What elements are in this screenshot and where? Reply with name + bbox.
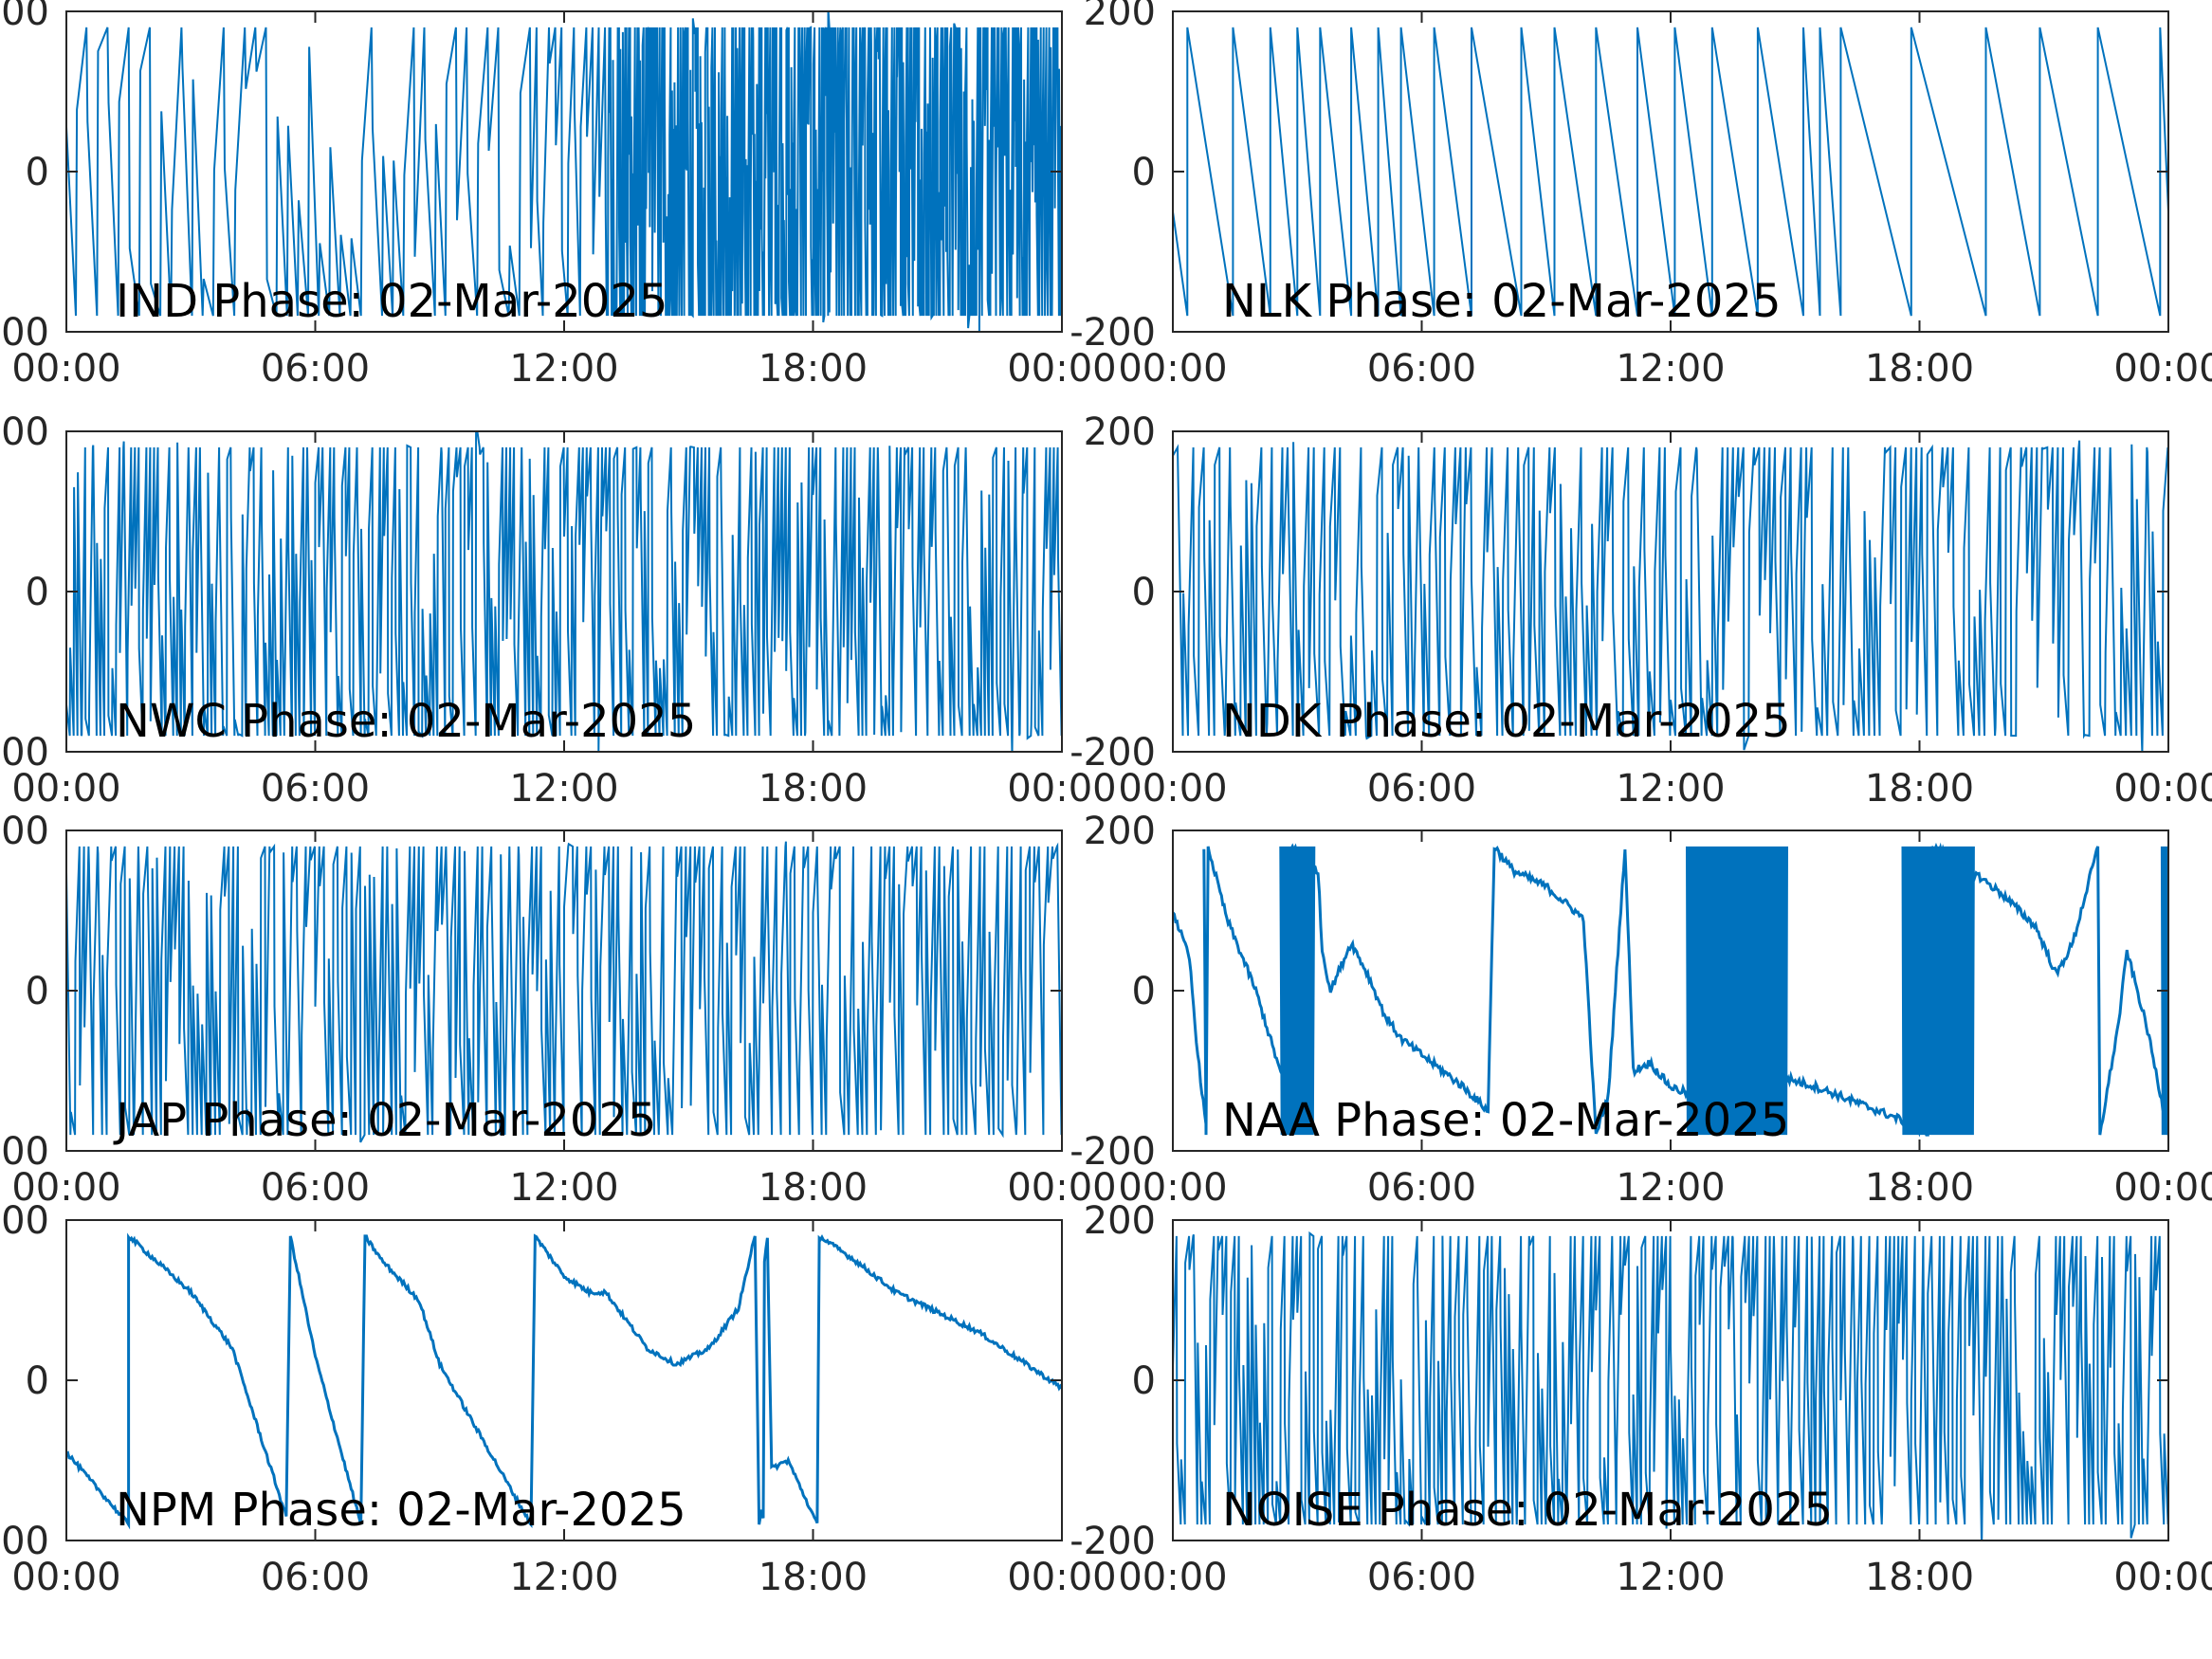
y-tick-label: -200 (1069, 311, 1156, 355)
y-tick-label: 200 (0, 410, 49, 454)
x-tick-label: 00:00 (1118, 767, 1227, 811)
x-tick-label: 18:00 (1865, 1556, 1974, 1599)
y-tick-label: 200 (0, 1199, 49, 1243)
x-tick-label: 00:00 (2113, 347, 2212, 391)
x-tick-label: 06:00 (261, 767, 370, 811)
x-tick-label: 06:00 (261, 347, 370, 391)
x-tick-label: 18:00 (759, 347, 868, 391)
x-tick-label: 00:00 (2113, 767, 2212, 811)
x-tick-label: 18:00 (1865, 767, 1974, 811)
y-tick-label: 200 (1084, 410, 1156, 454)
y-tick-label: 0 (1132, 1359, 1156, 1403)
x-tick-label: 00:00 (1007, 347, 1116, 391)
x-tick-label: 12:00 (509, 767, 618, 811)
series-line (66, 431, 1062, 752)
series-line (1173, 440, 2168, 752)
y-tick-label: -200 (1069, 1520, 1156, 1563)
x-tick-label: 06:00 (1367, 1166, 1476, 1210)
y-tick-label: 0 (26, 151, 49, 194)
y-tick-label: 0 (1132, 571, 1156, 614)
x-tick-label: 00:00 (2113, 1556, 2212, 1599)
y-tick-label: 0 (1132, 151, 1156, 194)
x-tick-label: 18:00 (1865, 347, 1974, 391)
y-tick-label: -200 (0, 1130, 49, 1174)
y-tick-label: 0 (26, 970, 49, 1013)
x-tick-label: 06:00 (1367, 347, 1476, 391)
series-line (66, 11, 1062, 332)
x-tick-label: 12:00 (1616, 347, 1725, 391)
x-tick-label: 12:00 (509, 347, 618, 391)
x-tick-label: 18:00 (759, 1556, 868, 1599)
x-tick-label: 18:00 (1865, 1166, 1974, 1210)
x-tick-label: 00:00 (1118, 1556, 1227, 1599)
x-tick-label: 00:00 (11, 1166, 120, 1210)
chart-title: NWC Phase: 02-Mar-2025 (116, 695, 696, 748)
y-tick-label: -200 (0, 1520, 49, 1563)
series-line (1173, 27, 2168, 317)
series-line (66, 841, 1062, 1143)
x-tick-label: 12:00 (1616, 1166, 1725, 1210)
x-tick-label: 06:00 (261, 1556, 370, 1599)
x-tick-label: 12:00 (1616, 1556, 1725, 1599)
x-tick-label: 06:00 (1367, 767, 1476, 811)
x-tick-label: 18:00 (759, 767, 868, 811)
x-tick-label: 00:00 (1118, 347, 1227, 391)
x-tick-label: 06:00 (261, 1166, 370, 1210)
x-tick-label: 00:00 (2113, 1166, 2212, 1210)
y-tick-label: 200 (1084, 1199, 1156, 1243)
x-tick-label: 12:00 (1616, 767, 1725, 811)
y-tick-label: 200 (0, 0, 49, 34)
x-tick-label: 00:00 (11, 347, 120, 391)
chart-title: IND Phase: 02-Mar-2025 (116, 275, 667, 328)
series-line (66, 1232, 1062, 1530)
chart-title: NAA Phase: 02-Mar-2025 (1222, 1094, 1789, 1147)
x-tick-label: 12:00 (509, 1166, 618, 1210)
y-tick-label: -200 (0, 731, 49, 775)
x-tick-label: 06:00 (1367, 1556, 1476, 1599)
x-tick-label: 18:00 (759, 1166, 868, 1210)
x-tick-label: 00:00 (11, 1556, 120, 1599)
x-tick-label: 00:00 (1007, 1166, 1116, 1210)
y-tick-label: 0 (26, 1359, 49, 1403)
x-tick-label: 12:00 (509, 1556, 618, 1599)
x-tick-label: 00:00 (1118, 1166, 1227, 1210)
y-tick-label: 0 (1132, 970, 1156, 1013)
chart-title: NDK Phase: 02-Mar-2025 (1222, 695, 1791, 748)
chart-title: NOISE Phase: 02-Mar-2025 (1222, 1484, 1833, 1537)
x-tick-label: 00:00 (1007, 1556, 1116, 1599)
chart-title: NPM Phase: 02-Mar-2025 (116, 1484, 686, 1537)
y-tick-label: -200 (1069, 1130, 1156, 1174)
y-tick-label: -200 (1069, 731, 1156, 775)
x-tick-label: 00:00 (11, 767, 120, 811)
series-line (1173, 1231, 2168, 1540)
chart-title: NLK Phase: 02-Mar-2025 (1222, 275, 1782, 328)
y-tick-label: -200 (0, 311, 49, 355)
chart-title: JAP Phase: 02-Mar-2025 (113, 1094, 656, 1147)
y-tick-label: 0 (26, 571, 49, 614)
series-line (1173, 842, 2168, 1138)
x-tick-label: 00:00 (1007, 767, 1116, 811)
y-tick-label: 200 (1084, 0, 1156, 34)
y-tick-label: 200 (1084, 810, 1156, 853)
y-tick-label: 200 (0, 810, 49, 853)
